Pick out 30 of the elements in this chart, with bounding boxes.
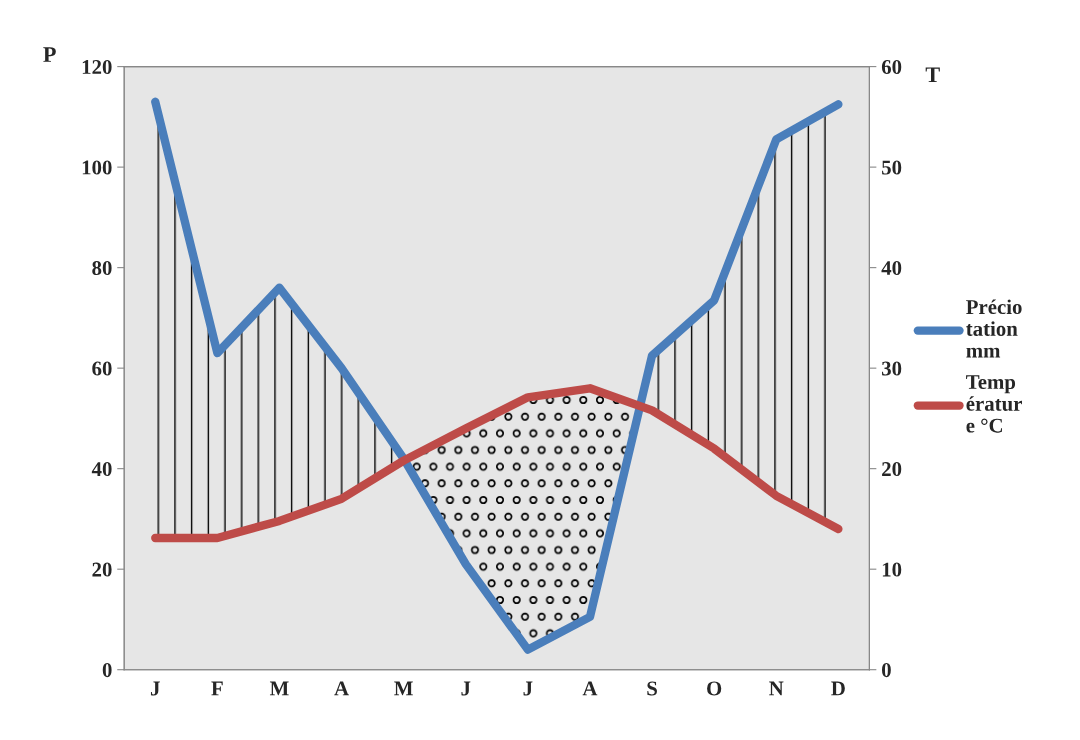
x-tick-label: J [461, 681, 471, 696]
y-tick-label: 60 [92, 361, 112, 376]
y-tick-label: 0 [102, 663, 112, 678]
y2-tick-label: 0 [882, 663, 891, 678]
y-tick-label: 80 [92, 261, 112, 276]
x-tick-label: N [769, 681, 784, 696]
y2-tick-label: 20 [882, 462, 902, 477]
x-tick-label: A [334, 681, 349, 696]
y-axis-title: P [43, 47, 56, 62]
y2-tick-label: 50 [882, 160, 902, 175]
x-tick-label: O [707, 681, 722, 696]
y2-tick-label: 60 [881, 59, 902, 75]
x-tick-label: F [211, 681, 223, 696]
y2-tick-label: 10 [882, 562, 902, 577]
x-tick-label: M [269, 681, 289, 696]
x-tick-label: D [831, 681, 845, 696]
legend-label: Temp ératur e °C [966, 375, 1022, 433]
y2-tick-label: 30 [881, 361, 902, 376]
y-tick-label: 100 [82, 160, 112, 175]
y2-axis-title: T [925, 67, 940, 83]
y-tick-label: 40 [91, 462, 112, 477]
x-tick-label: J [150, 681, 160, 696]
y-tick-label: 120 [82, 59, 112, 75]
x-tick-label: A [582, 681, 598, 696]
y2-tick-label: 40 [881, 261, 902, 276]
legend-label: Précio tation mm [966, 299, 1022, 358]
x-tick-label: J [523, 681, 533, 696]
x-tick-label: M [394, 681, 413, 696]
x-tick-label: S [647, 681, 657, 696]
y-tick-label: 20 [92, 562, 112, 577]
